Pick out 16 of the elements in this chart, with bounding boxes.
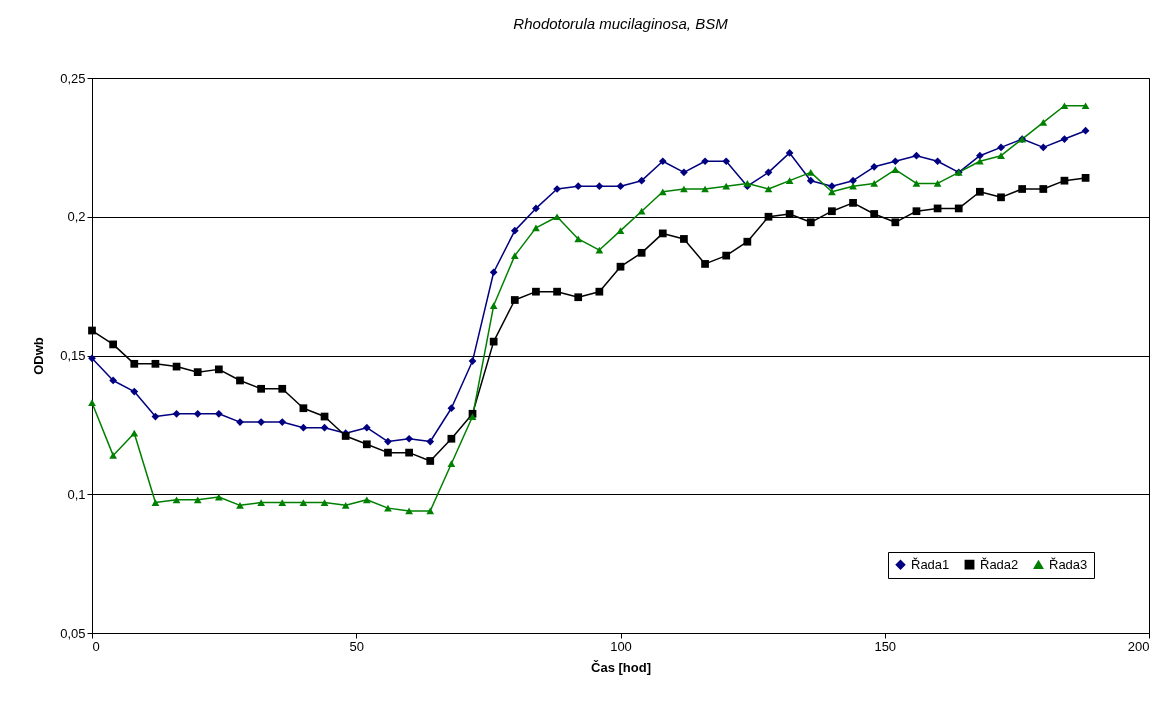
y-axis-title: ODwb (31, 337, 47, 375)
y-tick-label: 0,2 (67, 209, 86, 225)
y-tick-label: 0,1 (67, 486, 86, 502)
y-tick-label: 0,25 (60, 70, 86, 86)
chart-title: Rhodotorula mucilaginosa, BSM (513, 15, 729, 32)
y-tick-label: 0,15 (60, 348, 86, 363)
legend-label: Řada1 (911, 556, 950, 572)
x-tick-label: 200 (1127, 638, 1150, 654)
x-axis-title: Čas [hod] (591, 659, 651, 675)
x-tick-label: 50 (349, 638, 364, 654)
y-tick-label: 0,05 (60, 625, 86, 641)
x-tick-label: 0 (92, 638, 100, 654)
legend-label: Řada2 (980, 556, 1019, 572)
x-tick-label: 100 (610, 638, 632, 654)
x-tick-label: 150 (874, 638, 897, 654)
legend-label: Řada3 (1049, 556, 1088, 572)
